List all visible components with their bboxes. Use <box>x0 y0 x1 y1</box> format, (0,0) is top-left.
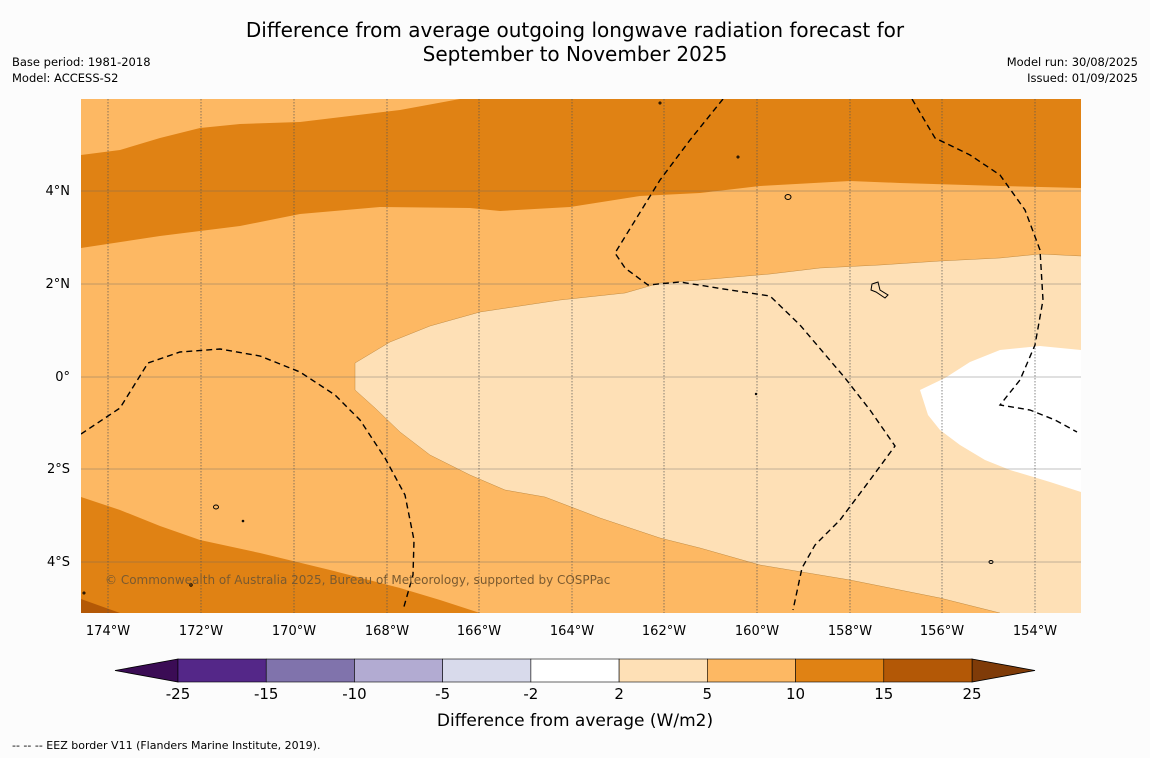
lat-label: 2°S <box>47 462 70 477</box>
colorbar-segment <box>530 658 620 683</box>
colorbar-tick-label: -10 <box>342 685 367 703</box>
lat-axis: 4°N 2°N 0° 2°S 4°S <box>46 184 71 570</box>
lon-label: 168°W <box>365 624 409 639</box>
colorbar-title: Difference from average (W/m2) <box>437 711 713 731</box>
base-info: Base period: 1981-2018 Model: ACCESS-S2 <box>12 54 151 86</box>
colorbar-tick-label: -15 <box>254 685 279 703</box>
graticule <box>81 99 1081 613</box>
lat-label: 2°N <box>46 277 71 292</box>
band-15-25-corner <box>81 599 120 613</box>
colorbar-tick-label: -25 <box>166 685 191 703</box>
islands <box>82 101 994 595</box>
colorbar-tick-label: 2 <box>614 685 624 703</box>
lat-label: 0° <box>55 370 70 385</box>
lat-label: 4°S <box>47 555 70 570</box>
colorbar-segment <box>795 658 885 683</box>
band-minus2-2 <box>920 346 1081 492</box>
contour-lines <box>354 253 1081 613</box>
lon-label: 160°W <box>735 624 779 639</box>
band-10-15-north <box>81 99 1081 248</box>
issued-date: Issued: 01/09/2025 <box>1027 71 1138 85</box>
lon-label: 172°W <box>179 624 223 639</box>
colorbar-tick-label: 10 <box>786 685 805 703</box>
lat-label: 4°N <box>46 184 71 199</box>
colorbar-segment <box>618 658 708 683</box>
run-info: Model run: 30/08/2025 Issued: 01/09/2025 <box>1007 54 1138 86</box>
colorbar-segment <box>265 658 355 683</box>
lon-label: 162°W <box>642 624 686 639</box>
colorbar-tick-label: 5 <box>703 685 713 703</box>
colorbar-tick-label: 15 <box>874 685 893 703</box>
lon-label: 170°W <box>272 624 316 639</box>
model-run: Model run: 30/08/2025 <box>1006 55 1138 69</box>
lon-label: 166°W <box>457 624 501 639</box>
model-name: Model: ACCESS-S2 <box>12 71 119 85</box>
colorbar-segment <box>354 658 443 683</box>
anomaly-field <box>81 99 1081 613</box>
title-line-2: September to November 2025 <box>422 42 728 66</box>
lon-axis: 174°W 172°W 170°W 168°W 166°W 164°W 162°… <box>86 624 1057 639</box>
band-10-15-south <box>81 497 480 613</box>
colorbar-segment <box>883 658 973 683</box>
colorbar: -25 -15 -10 -5 -2 2 5 10 15 25 <box>114 658 1036 703</box>
lon-label: 156°W <box>920 624 964 639</box>
colorbar-tick-label: -2 <box>523 685 538 703</box>
lon-label: 154°W <box>1013 624 1057 639</box>
eez-footnote: -- -- -- EEZ border V11 (Flanders Marine… <box>12 739 321 752</box>
lon-label: 158°W <box>828 624 872 639</box>
base-period: Base period: 1981-2018 <box>12 55 151 69</box>
title-line-1: Difference from average outgoing longwav… <box>245 18 905 42</box>
colorbar-segment <box>442 658 532 683</box>
map-figure: © Commonwealth of Australia 2025, Bureau… <box>46 99 1081 731</box>
colorbar-segment <box>177 658 267 683</box>
colorbar-tick-label: 25 <box>962 685 981 703</box>
lon-label: 174°W <box>86 624 130 639</box>
colorbar-extend-high <box>971 658 1036 683</box>
chart-title: Difference from average outgoing longwav… <box>0 18 1150 66</box>
band-2-5 <box>355 254 1081 613</box>
colorbar-segment <box>707 658 796 683</box>
lon-label: 164°W <box>550 624 594 639</box>
map-credit: © Commonwealth of Australia 2025, Bureau… <box>105 573 610 587</box>
colorbar-tick-label: -5 <box>435 685 450 703</box>
eez-borders <box>81 99 1078 611</box>
colorbar-extend-low <box>114 658 179 683</box>
